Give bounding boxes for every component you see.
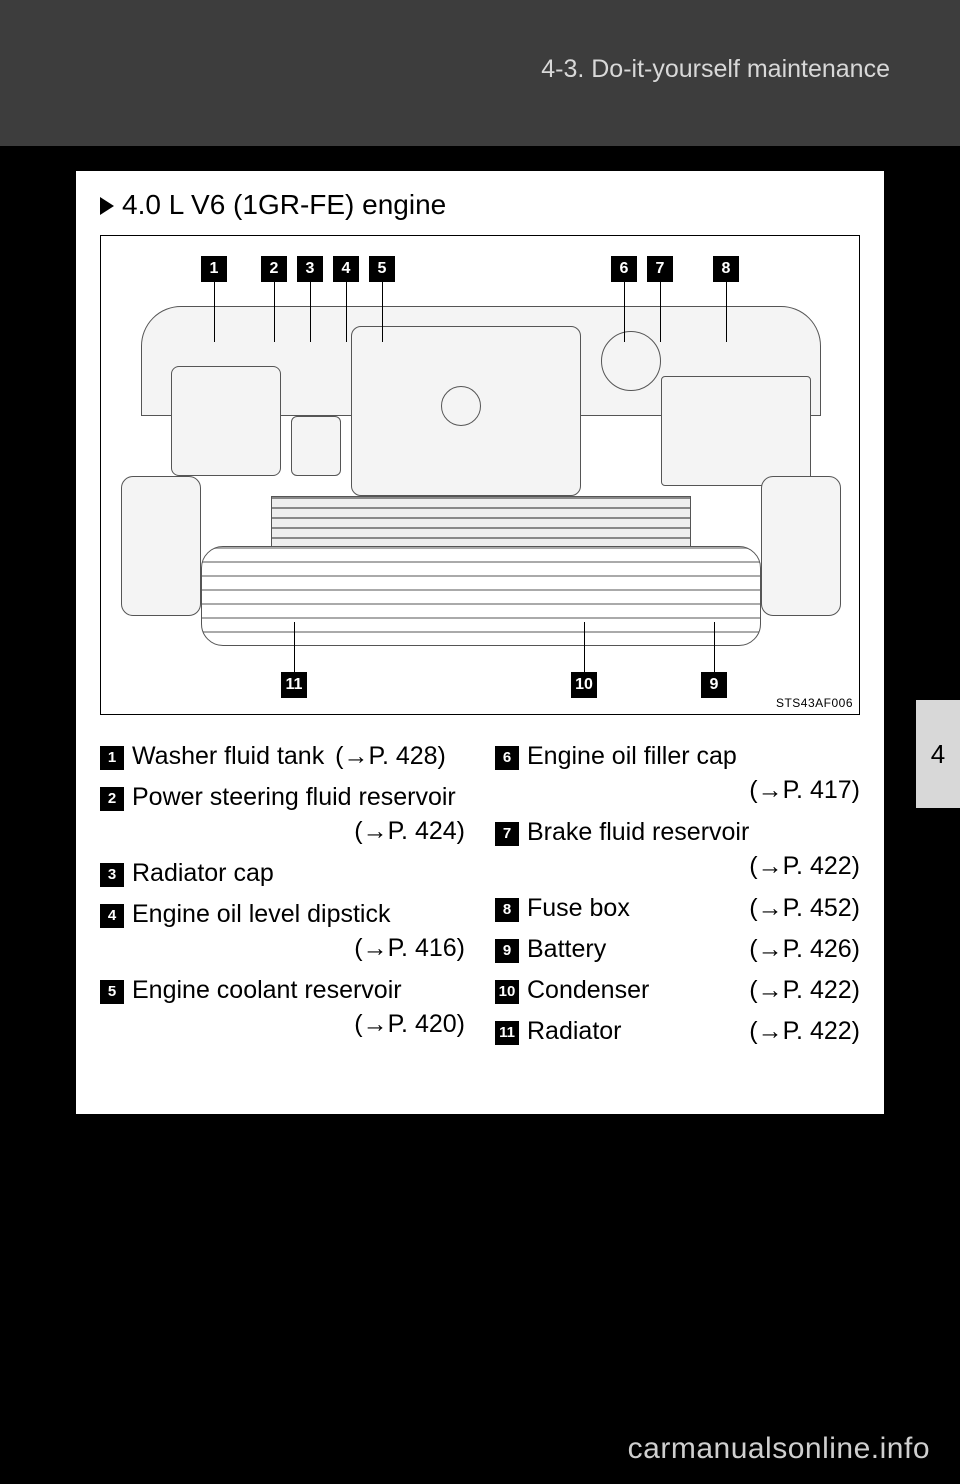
legend-badge: 6	[495, 746, 519, 770]
legend-label: Battery	[527, 935, 606, 963]
callout-leader	[584, 622, 585, 672]
legend-badge: 9	[495, 939, 519, 963]
header-band: 4-3. Do-it-yourself maintenance	[0, 0, 960, 146]
callout-leader	[310, 282, 311, 342]
legend-badge: 11	[495, 1021, 519, 1045]
legend-item: 7 Brake fluid reservoir	[495, 815, 860, 850]
callout-badge-1: 1	[201, 256, 227, 282]
callout-leader	[624, 282, 625, 342]
legend-page-ref: (→P. 422)	[495, 852, 860, 881]
legend-badge: 4	[100, 904, 124, 928]
legend-item: 11 Radiator (→P. 422)	[495, 1014, 860, 1049]
callout-leader	[660, 282, 661, 342]
legend-badge: 5	[100, 980, 124, 1004]
legend-item: 3 Radiator cap	[100, 856, 465, 891]
legend-label: Fuse box	[527, 894, 630, 922]
battery-shape	[661, 376, 811, 486]
legend-page-ref: (→P. 422)	[749, 1014, 860, 1049]
legend: 1 Washer fluid tank (→P. 428) 2 Power steer…	[100, 733, 860, 1051]
emblem-shape	[441, 386, 481, 426]
callout-badge-8: 8	[713, 256, 739, 282]
legend-item: 2 Power steering fluid reservoir	[100, 780, 465, 815]
callout-badge-3: 3	[297, 256, 323, 282]
legend-page-ref: (→P. 420)	[100, 1010, 465, 1039]
grille-shape	[201, 546, 761, 646]
callout-badge-9: 9	[701, 672, 727, 698]
legend-label: Brake fluid reservoir	[527, 818, 749, 846]
callout-leader	[726, 282, 727, 342]
legend-badge: 7	[495, 822, 519, 846]
legend-page-ref: (→P. 428)	[335, 742, 446, 770]
legend-page-ref: (→P. 422)	[749, 973, 860, 1008]
legend-item: 10 Condenser (→P. 422)	[495, 973, 860, 1008]
brake-reservoir-shape	[601, 331, 661, 391]
legend-badge: 8	[495, 898, 519, 922]
legend-item: 4 Engine oil level dipstick	[100, 897, 465, 932]
watermark: carmanualsonline.info	[628, 1432, 930, 1466]
manual-page: 4-3. Do-it-yourself maintenance 4 4.0 L …	[0, 0, 960, 1484]
content-card: 4.0 L V6 (1GR-FE) engine 1 2345 67 8 11 10 9 …	[75, 170, 885, 1115]
legend-item: 6 Engine oil filler cap	[495, 739, 860, 774]
legend-label: Engine oil filler cap	[527, 742, 737, 770]
headlight-right-shape	[761, 476, 841, 616]
legend-item: 9 Battery (→P. 426)	[495, 932, 860, 967]
legend-label: Engine oil level dipstick	[132, 900, 390, 928]
callout-leader	[714, 622, 715, 672]
legend-page-ref: (→P. 426)	[749, 932, 860, 967]
callout-badge-4: 4	[333, 256, 359, 282]
legend-page-ref: (→P. 452)	[749, 891, 860, 926]
triangle-icon	[100, 197, 114, 215]
legend-badge: 1	[100, 746, 124, 770]
legend-label: Radiator cap	[132, 859, 274, 887]
callout-leader	[346, 282, 347, 342]
chapter-tab-label: 4	[931, 739, 945, 770]
callout-badge-5: 5	[369, 256, 395, 282]
diagram-code: STS43AF006	[776, 696, 853, 710]
chapter-tab: 4	[916, 700, 960, 808]
legend-item: 5 Engine coolant reservoir	[100, 973, 465, 1008]
callout-badge-7: 7	[647, 256, 673, 282]
legend-item: 8 Fuse box (→P. 452)	[495, 891, 860, 926]
legend-label: Power steering fluid reservoir	[132, 783, 456, 811]
legend-label: Condenser	[527, 976, 649, 1004]
headlight-left-shape	[121, 476, 201, 616]
engine-title-text: 4.0 L V6 (1GR-FE) engine	[122, 189, 446, 220]
legend-page-ref: (→P. 416)	[100, 934, 465, 963]
legend-badge: 2	[100, 787, 124, 811]
callout-leader	[274, 282, 275, 342]
callout-leader	[294, 622, 295, 672]
washer-tank-shape	[171, 366, 281, 476]
callout-badge-10: 10	[571, 672, 597, 698]
callout-leader	[382, 282, 383, 342]
engine-title: 4.0 L V6 (1GR-FE) engine	[100, 189, 860, 221]
section-header: 4-3. Do-it-yourself maintenance	[541, 55, 890, 84]
legend-badge: 10	[495, 980, 519, 1004]
callout-leader	[214, 282, 215, 342]
coolant-reservoir-shape	[291, 416, 341, 476]
legend-label: Radiator	[527, 1017, 622, 1045]
legend-label: Washer fluid tank	[132, 742, 331, 770]
legend-page-ref: (→P. 417)	[495, 776, 860, 805]
legend-item: 1 Washer fluid tank (→P. 428)	[100, 739, 465, 774]
legend-page-ref: (→P. 424)	[100, 817, 465, 846]
callout-badge-2: 2	[261, 256, 287, 282]
legend-label: Engine coolant reservoir	[132, 976, 402, 1004]
callout-badge-11: 11	[281, 672, 307, 698]
legend-left-column: 1 Washer fluid tank (→P. 428) 2 Power steer…	[100, 733, 465, 1051]
engine-diagram: 1 2345 67 8 11 10 9 STS43AF006	[100, 235, 860, 715]
legend-right-column: 6 Engine oil filler cap (→P. 417) 7 Brake fl…	[495, 733, 860, 1051]
callout-badge-6: 6	[611, 256, 637, 282]
legend-badge: 3	[100, 863, 124, 887]
